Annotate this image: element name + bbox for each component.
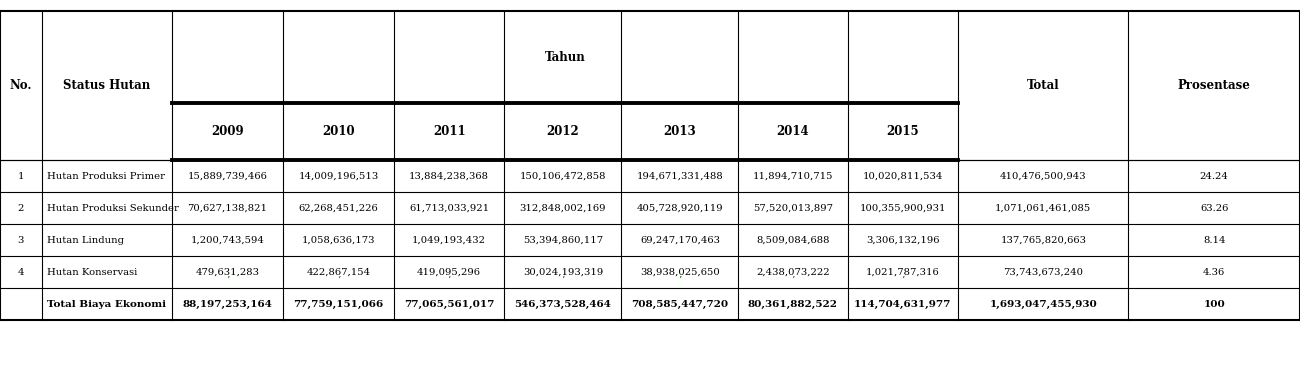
Text: 2010: 2010: [322, 125, 355, 138]
Text: 8,509,084,688: 8,509,084,688: [757, 236, 829, 245]
Text: 2: 2: [18, 204, 23, 213]
Text: 1,200,743,594: 1,200,743,594: [191, 236, 264, 245]
Text: 69,247,170,463: 69,247,170,463: [640, 236, 720, 245]
Text: Total Biaya Ekonomi: Total Biaya Ekonomi: [47, 300, 166, 309]
Text: 2012: 2012: [546, 125, 580, 138]
Text: ’: ’: [679, 276, 681, 286]
Text: 410,476,500,943: 410,476,500,943: [1000, 171, 1087, 181]
Text: 114,704,631,977: 114,704,631,977: [854, 300, 952, 309]
Text: ’: ’: [901, 276, 905, 286]
Text: 546,373,528,464: 546,373,528,464: [515, 300, 611, 309]
Text: 1,049,193,432: 1,049,193,432: [412, 236, 486, 245]
Text: 30,024,193,319: 30,024,193,319: [523, 268, 603, 277]
Text: 14,009,196,513: 14,009,196,513: [299, 171, 378, 181]
Text: 62,268,451,226: 62,268,451,226: [299, 204, 378, 213]
Text: 53,394,860,117: 53,394,860,117: [523, 236, 603, 245]
Text: 1,071,061,461,085: 1,071,061,461,085: [994, 204, 1092, 213]
Text: 137,765,820,663: 137,765,820,663: [1000, 236, 1087, 245]
Text: 38,938,025,650: 38,938,025,650: [640, 268, 720, 277]
Text: 312,848,002,169: 312,848,002,169: [520, 204, 606, 213]
Text: Hutan Produksi Primer: Hutan Produksi Primer: [47, 171, 165, 181]
Text: ’: ’: [226, 276, 229, 286]
Text: 4.36: 4.36: [1202, 268, 1226, 277]
Text: ’: ’: [337, 276, 341, 286]
Text: 77,759,151,066: 77,759,151,066: [294, 300, 384, 309]
Text: 15,889,739,466: 15,889,739,466: [187, 171, 268, 181]
Text: 77,065,561,017: 77,065,561,017: [404, 300, 494, 309]
Text: ’: ’: [792, 276, 794, 286]
Text: 2009: 2009: [211, 125, 244, 138]
Text: 3: 3: [18, 236, 23, 245]
Text: 70,627,138,821: 70,627,138,821: [187, 204, 268, 213]
Text: 422,867,154: 422,867,154: [307, 268, 370, 277]
Text: 1: 1: [18, 171, 23, 181]
Text: ’: ’: [562, 276, 564, 286]
Text: 13,884,238,368: 13,884,238,368: [410, 171, 489, 181]
Text: 708,585,447,720: 708,585,447,720: [632, 300, 728, 309]
Text: 2015: 2015: [887, 125, 919, 138]
Text: 3,306,132,196: 3,306,132,196: [866, 236, 940, 245]
Text: 4: 4: [18, 268, 23, 277]
Text: 150,106,472,858: 150,106,472,858: [520, 171, 606, 181]
Text: 1,058,636,173: 1,058,636,173: [302, 236, 376, 245]
Text: 405,728,920,119: 405,728,920,119: [637, 204, 723, 213]
Text: Hutan Konservasi: Hutan Konservasi: [47, 268, 138, 277]
Text: Total: Total: [1027, 79, 1060, 92]
Text: 100,355,900,931: 100,355,900,931: [859, 204, 946, 213]
Text: 1,693,047,455,930: 1,693,047,455,930: [989, 300, 1097, 309]
Text: 2,438,073,222: 2,438,073,222: [757, 268, 829, 277]
Text: 2011: 2011: [433, 125, 465, 138]
Text: 73,743,673,240: 73,743,673,240: [1004, 268, 1083, 277]
Text: 1,021,787,316: 1,021,787,316: [866, 268, 940, 277]
Text: 2014: 2014: [776, 125, 810, 138]
Text: 100: 100: [1204, 300, 1225, 309]
Text: 11,894,710,715: 11,894,710,715: [753, 171, 833, 181]
Text: 24.24: 24.24: [1200, 171, 1228, 181]
Text: Prosentase: Prosentase: [1178, 79, 1251, 92]
Text: 57,520,013,897: 57,520,013,897: [753, 204, 833, 213]
Text: 194,671,331,488: 194,671,331,488: [637, 171, 723, 181]
Text: ’: ’: [447, 276, 451, 286]
Text: 2013: 2013: [663, 125, 697, 138]
Text: 80,361,882,522: 80,361,882,522: [747, 300, 838, 309]
Text: 8.14: 8.14: [1202, 236, 1226, 245]
Text: 63.26: 63.26: [1200, 204, 1228, 213]
Text: 419,095,296: 419,095,296: [417, 268, 481, 277]
Text: 479,631,283: 479,631,283: [195, 268, 260, 277]
Text: Hutan Lindung: Hutan Lindung: [47, 236, 124, 245]
Text: Hutan Produksi Sekunder: Hutan Produksi Sekunder: [47, 204, 178, 213]
Text: 88,197,253,164: 88,197,253,164: [182, 300, 273, 309]
Text: Tahun: Tahun: [545, 50, 585, 64]
Text: 61,713,033,921: 61,713,033,921: [410, 204, 489, 213]
Text: Status Hutan: Status Hutan: [62, 79, 151, 92]
Text: 10,020,811,534: 10,020,811,534: [863, 171, 942, 181]
Text: No.: No.: [9, 79, 32, 92]
